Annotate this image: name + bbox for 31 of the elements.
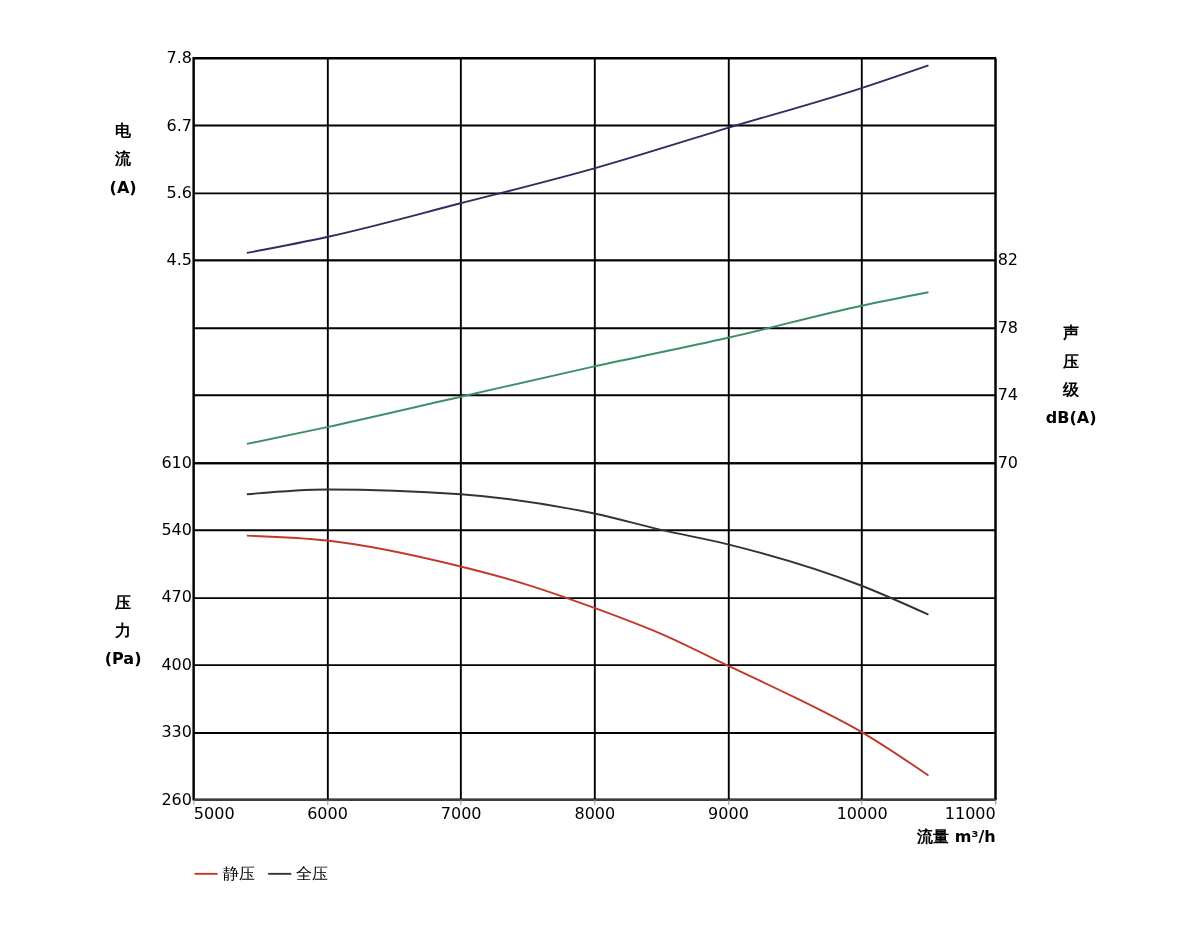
y3-tick-label: 5.6 <box>166 183 192 203</box>
y-tick-label: 330 <box>161 722 192 742</box>
y3-tick-label: 6.7 <box>166 115 192 135</box>
x-tick-label: 10000 <box>836 803 888 823</box>
x-tick-label: 5000 <box>193 803 235 823</box>
y-tick-label: 470 <box>161 587 192 607</box>
y2-tick-label: 78 <box>997 317 1019 337</box>
y-tick-label: 400 <box>161 654 192 674</box>
y-axis-title: 压力(Pa) <box>104 592 142 669</box>
x-tick-label: 11000 <box>944 803 996 823</box>
line-series <box>245 534 930 777</box>
y2-axis-title: 声压级dB(A) <box>1045 323 1097 428</box>
y-tick-label: 610 <box>161 452 192 472</box>
legend-label: 静压 <box>222 863 255 883</box>
x-tick-label: 7000 <box>440 803 482 823</box>
y2-tick-label: 74 <box>997 385 1019 405</box>
line-series <box>245 488 930 616</box>
x-tick-label: 9000 <box>708 803 749 823</box>
y3-axis-title: 电流(A) <box>109 121 137 197</box>
line-series <box>245 291 930 445</box>
y2-tick-label: 70 <box>997 452 1019 472</box>
line-series <box>245 64 930 254</box>
y3-tick-label: 7.8 <box>166 48 192 68</box>
y-tick-label: 540 <box>161 520 192 540</box>
x-tick-label: 8000 <box>574 803 616 823</box>
y-tick-label: 260 <box>161 789 192 809</box>
legend-label: 全压 <box>296 863 329 883</box>
y3-tick-label: 4.5 <box>166 250 192 270</box>
x-tick-label: 6000 <box>307 803 348 823</box>
x-axis-title: 流量 m³/h <box>916 826 996 846</box>
y2-tick-label: 82 <box>997 250 1019 270</box>
